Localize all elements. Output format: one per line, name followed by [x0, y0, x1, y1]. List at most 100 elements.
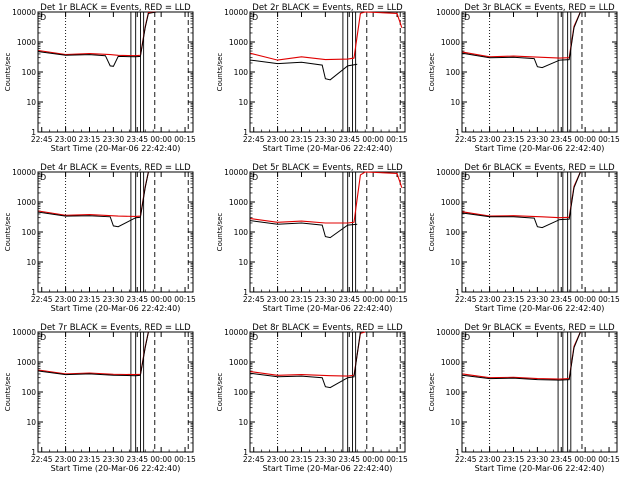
corner-label: D [40, 13, 46, 22]
plot-frame [461, 171, 618, 293]
lld-series-line [38, 11, 157, 57]
y-tick-label: 10000 [436, 168, 460, 177]
y-tick-label: 100 [22, 68, 37, 77]
x-tick-label: 00:00 [362, 135, 384, 144]
lld-series-line [38, 171, 149, 217]
x-tick-label: 23:30 [315, 135, 337, 144]
x-axis-label: Start Time (20-Mar-06 22:42:40) [475, 464, 605, 473]
y-tick-label: 1 [243, 448, 248, 457]
y-tick-label: 1000 [229, 358, 248, 367]
y-tick-label: 10 [238, 418, 248, 427]
plot-frame [249, 331, 406, 453]
x-tick-label: 00:15 [174, 135, 196, 144]
plot-frame [249, 171, 406, 293]
y-tick-label: 100 [234, 388, 249, 397]
y-tick-label: 10 [450, 418, 460, 427]
corner-label: D [252, 333, 258, 342]
x-tick-label: 23:30 [527, 295, 549, 304]
y-tick-label: 10 [450, 258, 460, 267]
chart-title: Det 4r BLACK = Events, RED = LLD [40, 163, 191, 173]
x-tick-label: 23:15 [79, 135, 101, 144]
chart-title: Det 5r BLACK = Events, RED = LLD [252, 163, 403, 173]
x-tick-label: 23:30 [315, 455, 337, 464]
x-tick-label: 23:00 [55, 455, 77, 464]
y-tick-label: 10 [26, 98, 36, 107]
x-tick-label: 23:30 [103, 135, 125, 144]
x-tick-label: 23:45 [550, 295, 572, 304]
y-tick-label: 10000 [224, 8, 248, 17]
x-tick-label: 23:00 [267, 135, 289, 144]
y-tick-label: 10000 [12, 8, 36, 17]
corner-label: D [252, 13, 258, 22]
y-axis-label: Counts/sec [4, 53, 12, 92]
x-tick-label: 00:00 [362, 455, 384, 464]
x-axis-label: Start Time (20-Mar-06 22:42:40) [51, 464, 181, 473]
x-tick-label: 23:15 [503, 295, 525, 304]
y-tick-label: 10000 [12, 328, 36, 337]
events-series-line [250, 59, 358, 81]
y-tick-label: 10000 [224, 328, 248, 337]
y-axis-label: Counts/sec [216, 53, 224, 92]
y-tick-label: 100 [446, 228, 461, 237]
x-tick-label: 22:45 [31, 135, 53, 144]
events-series-line [462, 171, 581, 229]
x-tick-label: 23:15 [291, 455, 313, 464]
x-tick-label: 23:45 [338, 295, 360, 304]
plot-frame [37, 331, 194, 453]
chart-title: Det 7r BLACK = Events, RED = LLD [40, 323, 191, 333]
y-tick-label: 1 [455, 448, 460, 457]
x-tick-label: 00:15 [174, 455, 196, 464]
plot-frame [37, 11, 194, 133]
y-tick-label: 1000 [229, 38, 248, 47]
x-tick-label: 22:45 [31, 295, 53, 304]
x-tick-label: 23:30 [103, 295, 125, 304]
x-tick-label: 22:45 [455, 295, 477, 304]
y-tick-label: 100 [234, 228, 249, 237]
y-tick-label: 10 [26, 258, 36, 267]
x-tick-label: 22:45 [243, 455, 265, 464]
y-axis-label: Counts/sec [428, 213, 436, 252]
y-axis-label: Counts/sec [216, 373, 224, 412]
x-tick-label: 00:00 [150, 135, 172, 144]
y-tick-label: 1000 [17, 358, 36, 367]
x-tick-label: 00:15 [386, 295, 408, 304]
y-tick-label: 1 [243, 128, 248, 137]
x-axis-label: Start Time (20-Mar-06 22:42:40) [51, 144, 181, 153]
x-tick-label: 23:30 [527, 455, 549, 464]
x-axis-label: Start Time (20-Mar-06 22:42:40) [263, 304, 393, 313]
corner-label: D [252, 173, 258, 182]
x-tick-label: 23:45 [550, 455, 572, 464]
x-tick-label: 23:00 [267, 295, 289, 304]
x-tick-label: 23:30 [103, 455, 125, 464]
y-tick-label: 10000 [224, 168, 248, 177]
x-tick-label: 00:00 [362, 295, 384, 304]
x-tick-label: 23:15 [503, 455, 525, 464]
y-tick-label: 100 [22, 388, 37, 397]
x-tick-label: 00:00 [150, 295, 172, 304]
y-tick-label: 100 [22, 228, 37, 237]
plot-frame [37, 171, 194, 293]
y-tick-label: 10000 [12, 168, 36, 177]
x-tick-label: 23:00 [55, 135, 77, 144]
y-tick-label: 1000 [229, 198, 248, 207]
y-tick-label: 10 [238, 98, 248, 107]
corner-label: D [40, 173, 46, 182]
corner-label: D [464, 13, 470, 22]
x-tick-label: 23:15 [503, 135, 525, 144]
x-tick-label: 00:15 [386, 455, 408, 464]
y-tick-label: 1 [455, 128, 460, 137]
x-tick-label: 23:15 [291, 295, 313, 304]
x-axis-label: Start Time (20-Mar-06 22:42:40) [475, 144, 605, 153]
x-tick-label: 23:15 [291, 135, 313, 144]
x-tick-label: 00:00 [574, 455, 596, 464]
corner-label: D [40, 333, 46, 342]
x-tick-label: 23:00 [479, 135, 501, 144]
events-series-line [38, 331, 149, 377]
y-tick-label: 10000 [436, 328, 460, 337]
events-series-line [250, 331, 361, 389]
lld-series-line [38, 331, 149, 376]
